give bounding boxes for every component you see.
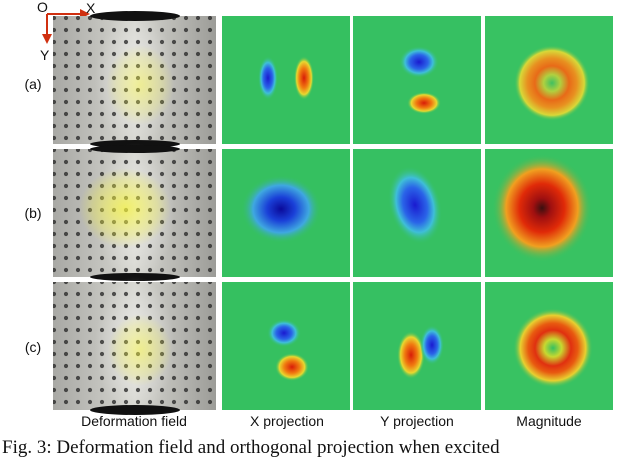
column-label-x-projection: X projection: [250, 413, 324, 429]
deformation-field-b: [53, 143, 216, 283]
x-projection-a: [222, 16, 350, 144]
row-label-c: (c): [25, 339, 41, 355]
axis-origin-label: O: [37, 0, 48, 15]
magnitude-b: [485, 149, 613, 277]
magnitude-a: [485, 16, 613, 144]
x-projection-b: [222, 149, 350, 277]
axis-y-label: Y: [40, 47, 50, 63]
row-label-b: (b): [24, 205, 41, 221]
y-projection-a: [353, 16, 481, 144]
figure-caption: Fig. 3: Deformation field and orthogonal…: [2, 437, 500, 458]
x-projection-c: [222, 282, 350, 410]
column-label-y-projection: Y projection: [380, 413, 454, 429]
column-label-deformation-field: Deformation field: [81, 413, 187, 429]
row-label-a: (a): [24, 76, 41, 92]
magnitude-c: [485, 282, 613, 410]
deformation-field-c: [53, 276, 216, 416]
deformation-field-a: [53, 10, 216, 150]
axis-indicator: O X Y: [37, 0, 96, 63]
column-label-magnitude: Magnitude: [516, 413, 582, 429]
y-projection-b: [353, 149, 481, 277]
y-projection-c: [353, 282, 481, 410]
axis-x-label: X: [86, 0, 96, 16]
